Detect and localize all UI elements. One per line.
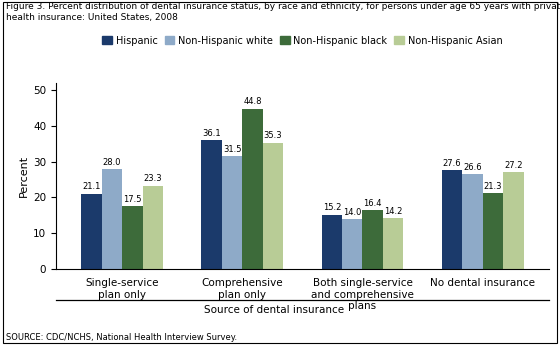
Text: 15.2: 15.2 <box>323 204 341 213</box>
Bar <box>483 193 503 269</box>
Legend: Hispanic, Non-Hispanic white, Non-Hispanic black, Non-Hispanic Asian: Hispanic, Non-Hispanic white, Non-Hispan… <box>99 32 506 50</box>
Bar <box>503 172 524 269</box>
Bar <box>102 169 122 269</box>
Text: 27.2: 27.2 <box>504 160 522 169</box>
Text: 27.6: 27.6 <box>443 159 461 168</box>
Text: 23.3: 23.3 <box>143 175 162 184</box>
Text: Figure 3. Percent distribution of dental insurance status, by race and ethnicity: Figure 3. Percent distribution of dental… <box>6 2 560 11</box>
Text: 36.1: 36.1 <box>202 129 221 138</box>
Bar <box>222 156 242 269</box>
Bar <box>321 215 342 269</box>
Text: 31.5: 31.5 <box>223 145 241 154</box>
Bar <box>122 206 143 269</box>
Text: 16.4: 16.4 <box>363 199 382 208</box>
Text: SOURCE: CDC/NCHS, National Health Interview Survey.: SOURCE: CDC/NCHS, National Health Interv… <box>6 333 237 342</box>
Text: 17.5: 17.5 <box>123 195 142 204</box>
Text: 28.0: 28.0 <box>102 158 121 167</box>
Text: 44.8: 44.8 <box>243 97 262 107</box>
Bar <box>242 109 263 269</box>
Text: health insurance: United States, 2008: health insurance: United States, 2008 <box>6 13 178 22</box>
Text: Source of dental insurance: Source of dental insurance <box>204 305 344 315</box>
Bar <box>143 186 163 269</box>
Text: 35.3: 35.3 <box>264 131 282 140</box>
Bar <box>342 219 362 269</box>
Text: 26.6: 26.6 <box>463 162 482 172</box>
Bar <box>202 140 222 269</box>
Bar <box>81 194 102 269</box>
Text: 21.1: 21.1 <box>82 183 101 191</box>
Bar <box>442 170 462 269</box>
Text: 14.0: 14.0 <box>343 208 361 217</box>
Y-axis label: Percent: Percent <box>19 155 29 197</box>
Bar <box>263 142 283 269</box>
Bar <box>462 174 483 269</box>
Bar <box>362 210 383 269</box>
Text: 21.3: 21.3 <box>484 181 502 191</box>
Bar <box>383 218 403 269</box>
Text: 14.2: 14.2 <box>384 207 402 216</box>
